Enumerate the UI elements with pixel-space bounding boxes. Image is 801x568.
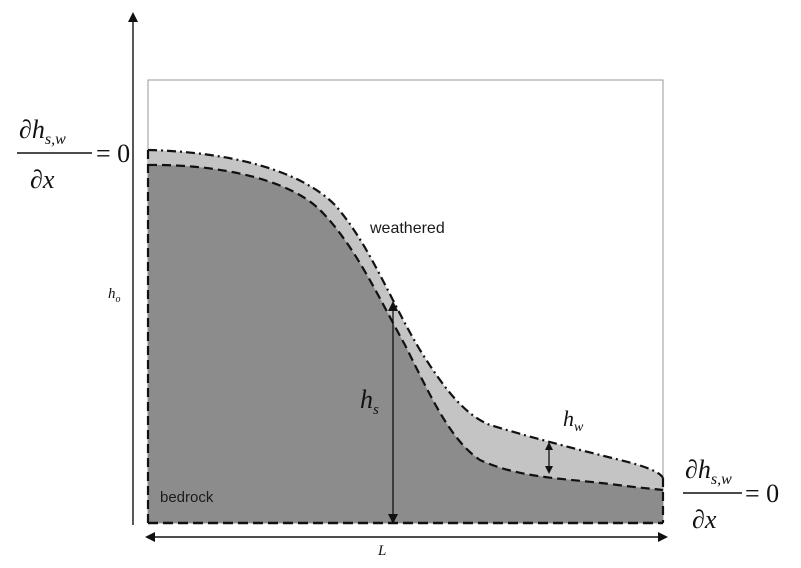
L-label: L bbox=[377, 543, 386, 559]
svg-text:= 0: = 0 bbox=[96, 139, 130, 168]
weathered-label: weathered bbox=[369, 220, 445, 237]
svg-text:∂x: ∂x bbox=[692, 505, 717, 534]
bedrock-interface-line bbox=[147, 163, 664, 492]
left-boundary-condition: ∂hs,w ∂x = 0 bbox=[17, 115, 130, 194]
svg-text:= 0: = 0 bbox=[745, 479, 779, 508]
svg-text:∂hs,w: ∂hs,w bbox=[685, 455, 732, 488]
h0-label: ho bbox=[108, 286, 121, 305]
svg-text:∂hs,w: ∂hs,w bbox=[19, 115, 66, 148]
svg-text:∂x: ∂x bbox=[30, 165, 55, 194]
bedrock-layer bbox=[148, 164, 663, 523]
hw-label: hw bbox=[563, 406, 584, 435]
bedrock-label: bedrock bbox=[160, 489, 214, 506]
right-boundary-condition: ∂hs,w ∂x = 0 bbox=[683, 455, 779, 534]
hs-label: hs bbox=[360, 385, 379, 418]
weathered-surface-line bbox=[147, 148, 664, 479]
